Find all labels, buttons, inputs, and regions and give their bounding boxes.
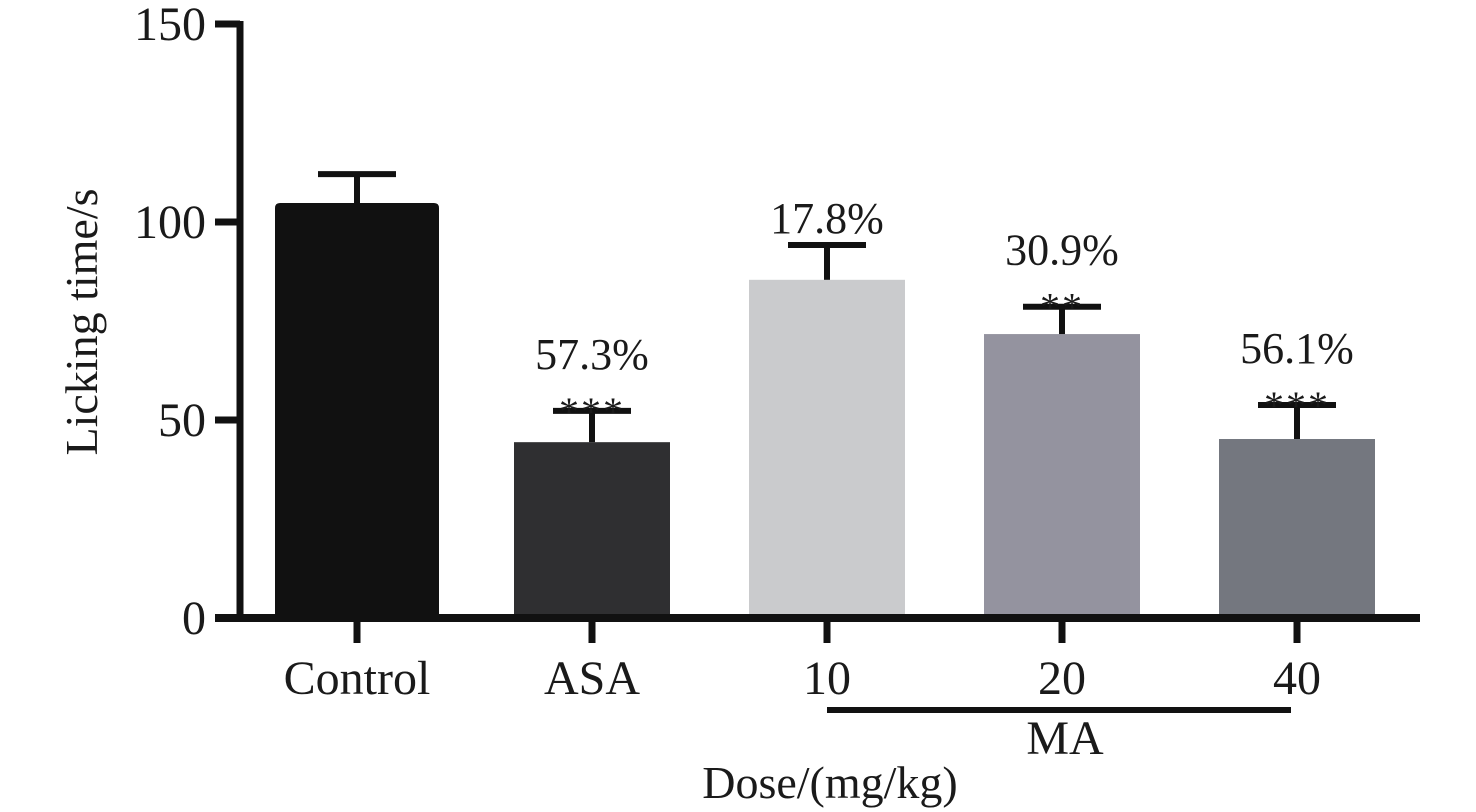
y-tick-label: 100 bbox=[134, 196, 206, 249]
bar-asa bbox=[514, 442, 670, 618]
bar-10 bbox=[749, 279, 905, 618]
group-label: MA bbox=[1026, 712, 1104, 765]
y-ticks-layer: 0 50 100 150 bbox=[134, 0, 240, 645]
inhibition-percent-label: 56.1% bbox=[1240, 324, 1354, 373]
bar-20 bbox=[984, 334, 1140, 618]
y-tick-label: 0 bbox=[182, 592, 206, 645]
axes-layer bbox=[215, 21, 1420, 622]
x-tick-label: Control bbox=[284, 652, 431, 705]
bar-40 bbox=[1219, 439, 1375, 618]
significance-label: *** bbox=[559, 389, 625, 434]
significance-label: *** bbox=[1264, 383, 1330, 428]
x-tick-label: 20 bbox=[1038, 652, 1086, 705]
x-ticks-layer: Control ASA 10 20 40 bbox=[284, 618, 1321, 705]
x-axis-title: Dose/(mg/kg) bbox=[702, 757, 958, 808]
inhibition-percent-label: 30.9% bbox=[1005, 226, 1119, 275]
bar-control bbox=[275, 202, 439, 618]
significance-label: ** bbox=[1040, 285, 1084, 330]
y-tick-label: 50 bbox=[158, 394, 206, 447]
annotations-layer: *** 57.3% 17.8% ** 30.9% *** 56.1% MA bbox=[535, 194, 1354, 765]
inhibition-percent-label: 57.3% bbox=[535, 330, 649, 379]
x-tick-label: ASA bbox=[544, 652, 640, 705]
error-bars-layer bbox=[318, 171, 1336, 443]
inhibition-percent-label: 17.8% bbox=[770, 194, 884, 243]
x-tick-label: 10 bbox=[803, 652, 851, 705]
x-tick-label: 40 bbox=[1273, 652, 1321, 705]
y-tick-label: 150 bbox=[134, 0, 206, 51]
y-axis-title: Licking time/s bbox=[56, 188, 107, 455]
bars-layer bbox=[275, 202, 1375, 618]
